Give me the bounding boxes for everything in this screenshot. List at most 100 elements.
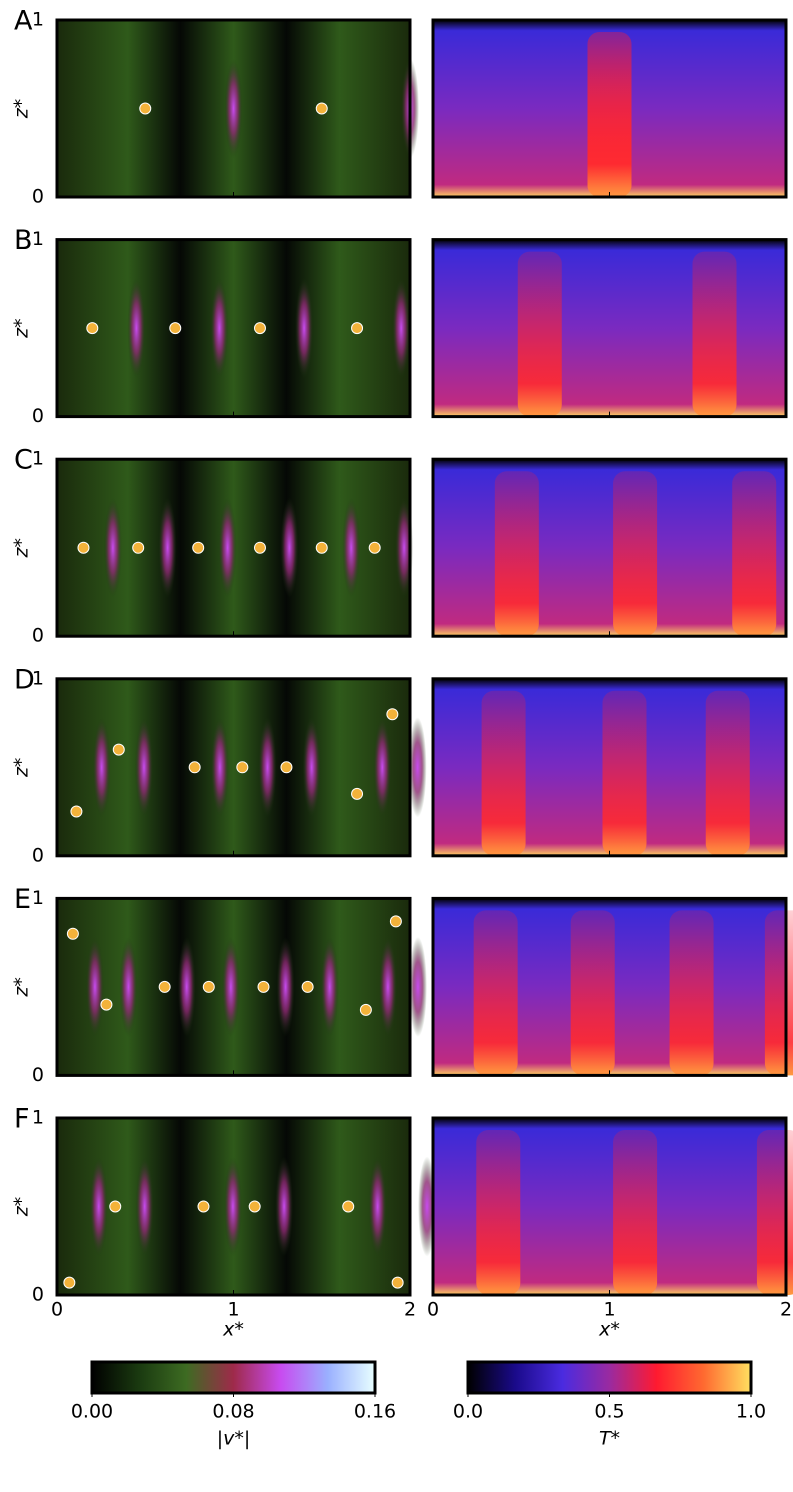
z-tick-label: 1 [32, 228, 44, 250]
speed-blob [85, 936, 104, 1037]
vortex-center [351, 787, 364, 800]
speed-blob [158, 497, 177, 598]
panel-label: B [14, 225, 33, 256]
vortex-center [359, 1003, 372, 1016]
speed-blob [258, 717, 277, 818]
colorbar-tick-label: 0.5 [594, 1401, 624, 1423]
temperature-plume [613, 471, 658, 637]
temperature-plume [602, 690, 647, 856]
vortex-center [66, 927, 79, 940]
panel-label: D [14, 664, 35, 695]
colorbar-tick-label: 0.08 [212, 1401, 254, 1423]
z-axis-label: z* [11, 538, 33, 558]
x-tick-label: 2 [404, 1299, 416, 1321]
x-tick-label: 1 [227, 1299, 239, 1321]
vortex-center [169, 322, 182, 335]
speed-blob [276, 936, 295, 1037]
speed-blob [177, 936, 196, 1037]
temperature-plume [732, 471, 777, 637]
temperature-plume [587, 32, 632, 197]
x-axis-label: x* [598, 1319, 620, 1341]
z-tick-label: 1 [32, 1107, 44, 1129]
temperature-plume [692, 251, 737, 417]
z-axis-label: z* [11, 99, 33, 119]
temperature-plume [494, 471, 539, 637]
x-axis-label: x* [222, 1319, 244, 1341]
speed-blob [373, 717, 392, 818]
colorbar-tick-label: 0.00 [71, 1401, 113, 1423]
x-tick-label: 0 [51, 1299, 63, 1321]
speed-blob [280, 497, 299, 598]
speed-blob [223, 1156, 242, 1257]
vortex-center [70, 805, 83, 818]
x-tick-label: 2 [780, 1299, 792, 1321]
vortex-center [389, 915, 402, 928]
z-axis-label: z* [11, 318, 33, 338]
vortex-center [197, 1200, 210, 1213]
speed-blob [275, 1156, 294, 1257]
temperature-plume [669, 910, 714, 1076]
vortex-center [158, 980, 171, 993]
vortex-center [192, 541, 205, 554]
vortex-center [315, 102, 328, 115]
vortex-center [236, 761, 249, 774]
speed-blob [295, 278, 314, 379]
panel-label: F [14, 1104, 30, 1135]
speed-blob [135, 1156, 154, 1257]
speed-blob [89, 1156, 108, 1257]
vortex-center [248, 1200, 261, 1213]
speed-blob [302, 717, 321, 818]
vortex-center [139, 102, 152, 115]
temperature-plume [481, 690, 526, 856]
speed-blob [127, 278, 146, 379]
temperature-plume [473, 910, 518, 1076]
speed-blob [342, 497, 361, 598]
temperature-plume [613, 1130, 658, 1295]
z-tick-label: 1 [32, 9, 44, 31]
speed-colorbar [90, 1360, 377, 1395]
speed-blob [210, 278, 229, 379]
z-tick-label: 0 [32, 625, 44, 647]
z-axis-label: z* [11, 977, 33, 997]
z-tick-label: 1 [32, 667, 44, 689]
vortex-center [109, 1200, 122, 1213]
temperature-plume [705, 690, 750, 856]
vortex-center [253, 322, 266, 335]
z-axis-label: z* [11, 758, 33, 778]
speed-blob [134, 717, 153, 818]
speed-blob [103, 497, 122, 598]
temperature-plume [517, 251, 562, 417]
speed-blob [408, 717, 427, 818]
speed-blob [218, 497, 237, 598]
temperature-colorbar [466, 1360, 753, 1395]
colorbar-label: |v*| [217, 1428, 251, 1450]
vortex-center [77, 541, 90, 554]
vortex-center [301, 980, 314, 993]
colorbar-label: T* [599, 1428, 620, 1450]
z-tick-label: 0 [32, 405, 44, 427]
speed-blob [368, 1156, 387, 1257]
temperature-plume [476, 1130, 521, 1295]
z-tick-label: 1 [32, 448, 44, 470]
vortex-center [257, 980, 270, 993]
vortex-center [351, 322, 364, 335]
speed-blob [210, 717, 229, 818]
panel-label: C [14, 445, 33, 476]
colorbar-tick-label: 0.16 [354, 1401, 396, 1423]
panel-label: E [14, 884, 31, 915]
temperature-plume [764, 910, 793, 1076]
temperature-plume [756, 1130, 793, 1295]
colorbar-tick-label: 0.0 [453, 1401, 483, 1423]
z-axis-label: z* [11, 1197, 33, 1217]
speed-blob [92, 717, 111, 818]
vortex-center [386, 708, 399, 721]
speed-blob [221, 936, 240, 1037]
vortex-center [342, 1200, 355, 1213]
z-tick-label: 0 [32, 844, 44, 866]
vortex-center [86, 322, 99, 335]
vortex-center [188, 761, 201, 774]
vortex-center [280, 761, 293, 774]
temperature-field [433, 459, 786, 637]
z-tick-label: 0 [32, 186, 44, 208]
